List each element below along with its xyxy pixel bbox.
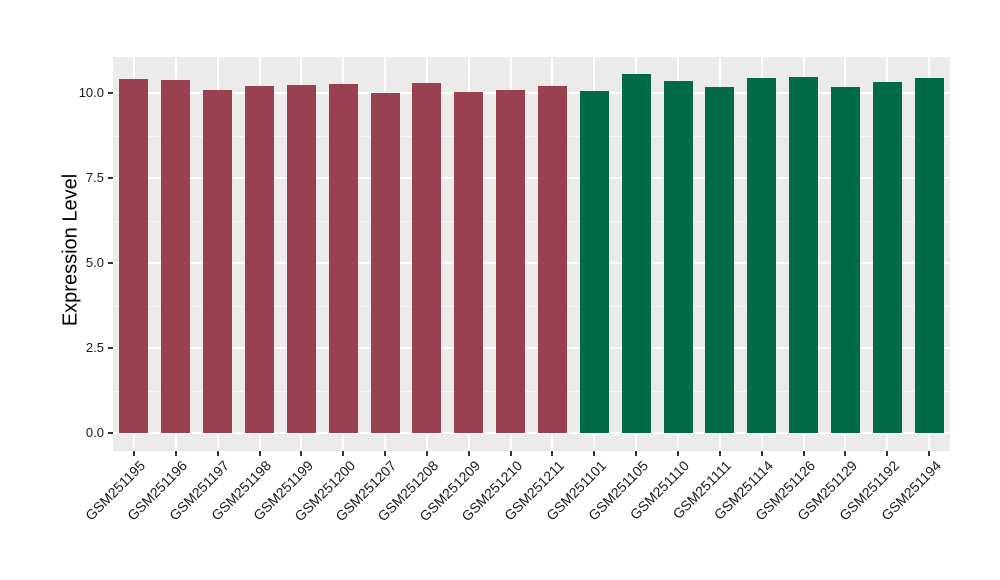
- x-axis-tick: [174, 451, 177, 456]
- y-axis-tick: [108, 92, 113, 94]
- bar-GSM251195: [119, 79, 149, 433]
- bar-GSM251197: [203, 90, 233, 433]
- x-axis-tick: [258, 451, 261, 456]
- x-axis-tick: [802, 451, 805, 456]
- x-axis-tick: [718, 451, 721, 456]
- x-axis-tick: [467, 451, 470, 456]
- y-axis-tick: [108, 432, 113, 434]
- bar-GSM251211: [537, 86, 567, 433]
- minor-gridline: [113, 220, 950, 222]
- x-axis-tick: [384, 451, 386, 456]
- x-axis-tick: [844, 451, 847, 456]
- bar-GSM251199: [286, 85, 316, 433]
- major-gridline: [113, 262, 950, 264]
- y-axis-tick: [108, 262, 113, 264]
- x-axis-tick: [132, 451, 135, 456]
- y-axis-title: Expression Level: [59, 173, 82, 327]
- bar-GSM251209: [454, 92, 484, 433]
- x-axis-tick: [593, 451, 596, 456]
- x-axis-tick: [928, 451, 931, 456]
- x-axis-tick: [509, 451, 512, 456]
- x-axis-tick: [551, 451, 554, 456]
- major-gridline: [113, 347, 950, 349]
- y-tick-label: 10.0: [78, 85, 104, 100]
- x-axis-tick: [425, 451, 428, 456]
- x-axis-tick: [216, 451, 219, 456]
- bar-GSM251105: [621, 74, 651, 433]
- y-tick-label: 5.0: [85, 255, 104, 270]
- bar-GSM251129: [830, 87, 860, 433]
- y-tick-label: 2.5: [85, 340, 104, 355]
- x-axis-tick: [635, 451, 638, 456]
- y-tick-label: 7.5: [85, 170, 104, 185]
- x-axis-tick: [300, 451, 303, 456]
- bar-GSM251114: [747, 78, 777, 433]
- minor-gridline: [113, 390, 950, 392]
- major-gridline: [113, 177, 950, 179]
- y-axis-tick: [108, 177, 113, 179]
- minor-gridline: [113, 135, 950, 137]
- bar-GSM251111: [705, 87, 735, 433]
- bar-GSM251196: [161, 80, 191, 433]
- plot-panel: [113, 57, 950, 451]
- minor-gridline: [113, 305, 950, 307]
- major-gridline: [113, 432, 950, 434]
- y-tick-label: 0.0: [85, 425, 104, 440]
- major-gridline: [113, 92, 950, 94]
- bar-GSM251200: [328, 84, 358, 433]
- bar-GSM251198: [245, 86, 274, 433]
- x-axis-tick: [760, 451, 763, 456]
- bar-GSM251101: [579, 91, 609, 433]
- bar-GSM251192: [872, 82, 902, 433]
- y-axis-tick: [108, 347, 113, 349]
- bar-GSM251208: [412, 83, 442, 433]
- x-axis-tick: [677, 451, 679, 456]
- x-axis-tick: [886, 451, 889, 456]
- bar-GSM251207: [370, 93, 400, 433]
- bar-GSM251210: [496, 90, 526, 433]
- bar-GSM251126: [789, 77, 818, 433]
- bar-GSM251194: [914, 78, 944, 433]
- x-axis-tick: [342, 451, 345, 456]
- bar-GSM251110: [663, 81, 693, 433]
